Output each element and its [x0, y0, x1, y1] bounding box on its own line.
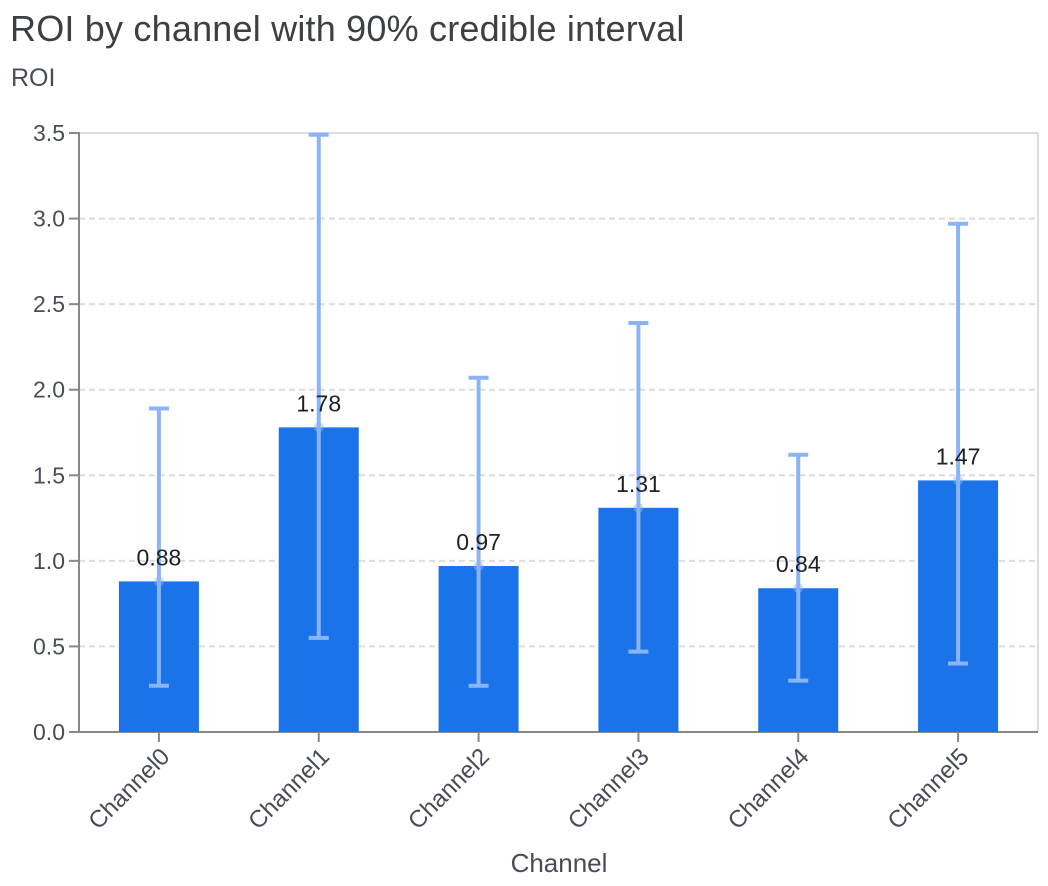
y-tick-label: 3.0: [33, 206, 65, 232]
point-estimate: [473, 560, 484, 571]
x-tick-label: Channel0: [83, 743, 175, 835]
point-estimate: [153, 576, 164, 587]
y-tick-label: 3.5: [33, 120, 65, 146]
y-tick-label: 1.0: [33, 548, 65, 574]
x-tick-label: Channel1: [243, 743, 335, 835]
value-label: 0.84: [776, 551, 821, 577]
x-tick-label: Channel4: [723, 743, 815, 835]
y-axis-title: ROI: [11, 64, 56, 92]
y-tick-label: 2.0: [33, 377, 65, 403]
y-tick-label: 1.5: [33, 462, 65, 488]
value-label: 1.47: [936, 443, 981, 469]
value-label: 1.78: [296, 390, 341, 416]
x-tick-label: Channel5: [883, 743, 975, 835]
x-tick-label: Channel2: [403, 743, 495, 835]
y-tick-label: 0.5: [33, 633, 65, 659]
value-label: 0.97: [456, 529, 501, 555]
value-label: 1.31: [616, 471, 661, 497]
point-estimate: [633, 502, 644, 513]
point-estimate: [313, 422, 324, 433]
chart-title: ROI by channel with 90% credible interva…: [10, 8, 685, 49]
point-estimate: [793, 583, 804, 594]
x-axis-title: Channel: [510, 848, 608, 878]
x-tick-label: Channel3: [563, 743, 655, 835]
y-tick-label: 0.0: [33, 719, 65, 745]
y-tick-label: 2.5: [33, 291, 65, 317]
value-label: 0.88: [137, 544, 182, 570]
point-estimate: [953, 475, 964, 486]
